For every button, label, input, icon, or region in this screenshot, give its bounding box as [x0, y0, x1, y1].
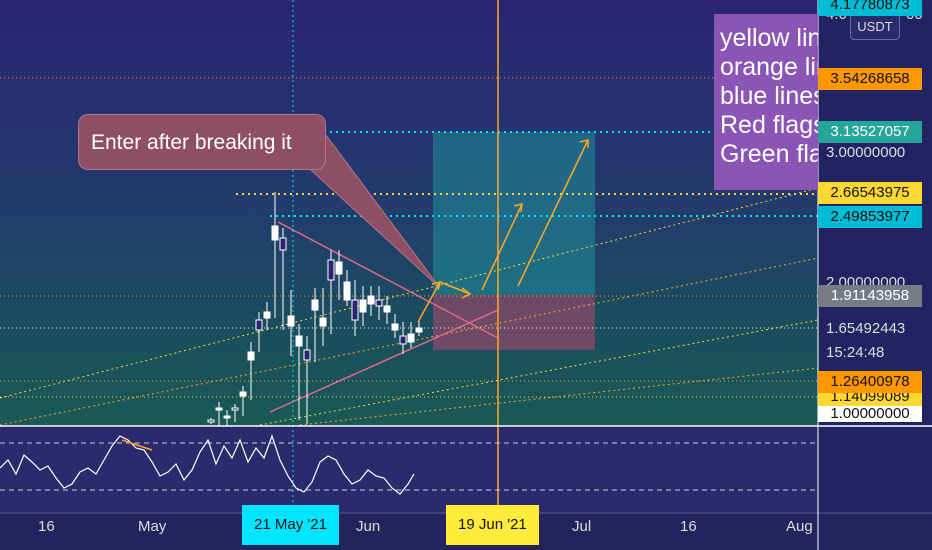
time-tick: Aug	[786, 518, 813, 535]
candle-body	[279, 237, 287, 251]
projection-arrow	[517, 139, 589, 287]
candle-body	[223, 415, 231, 419]
candle-body	[247, 351, 255, 361]
time-tick: Jun	[356, 518, 381, 535]
candle-body	[311, 299, 319, 311]
price-label: 1.00000000	[818, 406, 922, 422]
projection-arrow	[439, 281, 471, 295]
candle-body	[415, 327, 423, 333]
trendline-yellow	[0, 187, 819, 399]
arrow-head	[513, 203, 523, 213]
projection-arrow	[417, 281, 441, 323]
note-line: orange lines	[720, 53, 818, 81]
candle-body	[359, 299, 367, 313]
candle-body	[239, 391, 247, 397]
candle-body	[335, 261, 343, 275]
wedge-line-lower	[269, 309, 499, 413]
note-line: Green flags	[720, 140, 818, 168]
candle-body	[383, 305, 391, 313]
candle-body	[327, 259, 335, 281]
arrow-head	[461, 287, 472, 299]
note-line: blue lines	[720, 82, 818, 110]
candle-body	[271, 225, 279, 241]
candle-body	[263, 311, 271, 319]
candle-body	[255, 319, 263, 331]
note-line: Red flags	[720, 111, 818, 139]
price-label: 2.49853977	[818, 206, 922, 228]
price-label: 1.91143958	[818, 285, 922, 307]
note-line: yellow lines	[720, 24, 818, 52]
price-label: 4.17780873	[818, 0, 922, 16]
time-tick: May	[138, 518, 167, 535]
target-zone	[433, 132, 595, 295]
price-tick: 3.00000000	[826, 144, 906, 161]
price-label: 3.13527057	[818, 121, 922, 143]
countdown-label: 15:24:48	[826, 344, 885, 361]
currency-button[interactable]: USDT	[850, 14, 900, 40]
projection-arrow	[481, 203, 523, 291]
oscillator-line	[0, 434, 415, 495]
candle-body	[207, 419, 215, 423]
candle-body	[391, 323, 399, 331]
candle-body	[399, 335, 407, 345]
callout-annotation[interactable]: Enter after breaking it	[78, 114, 326, 170]
candle-body	[215, 407, 223, 411]
time-tick: 16	[680, 518, 697, 535]
note-annotation[interactable]: yellow lines orange lines blue lines Red…	[714, 14, 818, 190]
last-price-label: 1.65492443	[826, 320, 906, 337]
candle-body	[319, 317, 327, 327]
oscillator-annotation	[121, 439, 153, 451]
candle-body	[407, 333, 415, 343]
trendline-orange	[0, 257, 819, 426]
oscillator-pane[interactable]	[0, 428, 932, 514]
candle-body	[287, 315, 295, 327]
candle-body	[375, 299, 383, 307]
candle-body	[303, 349, 311, 361]
time-tick: 16	[38, 518, 55, 535]
price-label: 1.26400978	[818, 371, 922, 393]
time-tick: Jul	[572, 518, 592, 535]
arrow-head	[431, 280, 442, 291]
candle-body	[231, 407, 239, 411]
price-label: 3.54268658	[818, 68, 922, 90]
price-label: 2.66543975	[818, 182, 922, 204]
crosshair-date-label: 21 May '21	[242, 505, 339, 545]
candle-body	[351, 299, 359, 321]
wedge-line-upper	[277, 221, 499, 339]
trendline-orange	[299, 367, 819, 426]
candle-body	[295, 335, 303, 347]
marker-date-label: 19 Jun '21	[446, 505, 539, 545]
arrow-head	[579, 139, 589, 148]
candle-body	[367, 295, 375, 305]
candle-body	[343, 281, 351, 301]
stop-zone	[433, 295, 595, 350]
